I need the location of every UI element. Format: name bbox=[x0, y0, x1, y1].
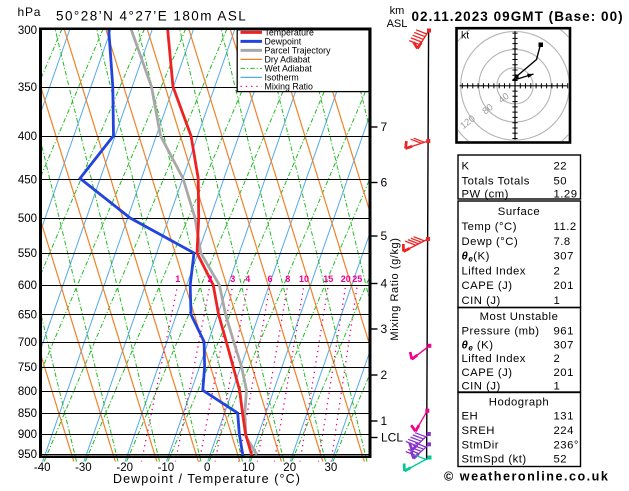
svg-text:1: 1 bbox=[381, 414, 388, 428]
svg-text:4: 4 bbox=[381, 277, 388, 291]
svg-text:50°28’N 4°27’E 180m ASL: 50°28’N 4°27’E 180m ASL bbox=[56, 9, 247, 24]
svg-text:650: 650 bbox=[18, 310, 37, 322]
svg-text:22: 22 bbox=[554, 161, 568, 173]
svg-text:1: 1 bbox=[175, 274, 180, 284]
svg-text:52: 52 bbox=[554, 453, 568, 465]
svg-text:4: 4 bbox=[245, 274, 250, 284]
svg-text:6: 6 bbox=[267, 274, 272, 284]
svg-text:θe(K): θe(K) bbox=[462, 251, 490, 264]
svg-text:2: 2 bbox=[381, 368, 388, 382]
svg-text:02.11.2023 09GMT (Base: 00): 02.11.2023 09GMT (Base: 00) bbox=[412, 9, 624, 24]
svg-text:3: 3 bbox=[230, 274, 235, 284]
svg-text:StmSpd (kt): StmSpd (kt) bbox=[462, 453, 527, 465]
svg-text:236°: 236° bbox=[554, 439, 579, 451]
svg-text:SREH: SREH bbox=[462, 425, 495, 437]
svg-text:Hodograph: Hodograph bbox=[489, 397, 549, 409]
svg-text:350: 350 bbox=[18, 82, 37, 94]
svg-text:307: 307 bbox=[554, 251, 574, 263]
svg-text:Dewp (°C): Dewp (°C) bbox=[462, 236, 519, 248]
svg-text:km: km bbox=[390, 5, 405, 17]
svg-text:CIN (J): CIN (J) bbox=[462, 295, 501, 307]
svg-text:25: 25 bbox=[352, 274, 362, 284]
svg-text:kt: kt bbox=[461, 30, 469, 42]
svg-text:2: 2 bbox=[554, 353, 561, 365]
svg-text:50: 50 bbox=[554, 175, 568, 187]
svg-text:CAPE (J): CAPE (J) bbox=[462, 280, 513, 292]
svg-text:8: 8 bbox=[285, 274, 290, 284]
svg-text:Lifted Index: Lifted Index bbox=[462, 265, 526, 277]
svg-text:700: 700 bbox=[18, 337, 37, 349]
svg-text:400: 400 bbox=[18, 131, 37, 143]
svg-text:224: 224 bbox=[554, 425, 574, 437]
svg-text:CAPE (J): CAPE (J) bbox=[462, 367, 513, 379]
svg-text:K: K bbox=[462, 161, 470, 173]
svg-text:950: 950 bbox=[18, 449, 37, 461]
svg-text:750: 750 bbox=[18, 362, 37, 374]
svg-text:201: 201 bbox=[554, 280, 574, 292]
svg-text:hPa: hPa bbox=[18, 5, 42, 19]
svg-text:6: 6 bbox=[381, 176, 388, 190]
svg-text:ASL: ASL bbox=[387, 18, 408, 30]
svg-text:30: 30 bbox=[325, 462, 338, 474]
svg-text:307: 307 bbox=[554, 339, 574, 351]
svg-text:201: 201 bbox=[554, 367, 574, 379]
svg-text:Mixing Ratio (g/kg): Mixing Ratio (g/kg) bbox=[389, 237, 401, 340]
svg-text:-40: -40 bbox=[34, 462, 51, 474]
svg-text:LCL: LCL bbox=[381, 431, 403, 445]
svg-text:2: 2 bbox=[207, 274, 212, 284]
svg-text:450: 450 bbox=[18, 174, 37, 186]
svg-text:CIN (J): CIN (J) bbox=[462, 381, 501, 393]
svg-text:Temp (°C): Temp (°C) bbox=[462, 221, 517, 233]
svg-text:1.29: 1.29 bbox=[554, 189, 578, 201]
svg-text:θe (K): θe (K) bbox=[462, 339, 494, 352]
svg-text:Totals Totals: Totals Totals bbox=[462, 175, 530, 187]
svg-text:15: 15 bbox=[323, 274, 333, 284]
svg-text:-30: -30 bbox=[75, 462, 92, 474]
svg-text:500: 500 bbox=[18, 213, 37, 225]
svg-text:Mixing Ratio: Mixing Ratio bbox=[265, 82, 314, 92]
svg-text:900: 900 bbox=[18, 429, 37, 441]
svg-text:131: 131 bbox=[554, 411, 574, 423]
svg-text:1: 1 bbox=[554, 381, 561, 393]
svg-text:961: 961 bbox=[554, 325, 574, 337]
svg-text:Pressure (mb): Pressure (mb) bbox=[462, 325, 540, 337]
svg-text:5: 5 bbox=[381, 229, 388, 243]
svg-text:2: 2 bbox=[554, 265, 561, 277]
svg-text:7: 7 bbox=[381, 120, 388, 134]
svg-text:PW (cm): PW (cm) bbox=[462, 189, 509, 201]
svg-text:20: 20 bbox=[341, 274, 351, 284]
svg-text:10: 10 bbox=[299, 274, 309, 284]
svg-text:EH: EH bbox=[462, 411, 479, 423]
svg-text:300: 300 bbox=[18, 25, 37, 37]
svg-text:StmDir: StmDir bbox=[462, 439, 500, 451]
svg-text:Most Unstable: Most Unstable bbox=[480, 311, 559, 323]
svg-text:850: 850 bbox=[18, 408, 37, 420]
svg-text:Dewpoint / Temperature (°C): Dewpoint / Temperature (°C) bbox=[113, 472, 301, 486]
svg-text:7.8: 7.8 bbox=[554, 236, 571, 248]
svg-text:3: 3 bbox=[381, 322, 388, 336]
svg-text:1: 1 bbox=[554, 295, 561, 307]
svg-text:Surface: Surface bbox=[498, 206, 540, 218]
svg-text:11.2: 11.2 bbox=[554, 221, 577, 233]
svg-text:800: 800 bbox=[18, 386, 37, 398]
svg-text:Lifted Index: Lifted Index bbox=[462, 353, 526, 365]
svg-text:550: 550 bbox=[18, 248, 37, 260]
svg-text:600: 600 bbox=[18, 280, 37, 292]
svg-text:© weatheronline.co.uk: © weatheronline.co.uk bbox=[444, 470, 609, 484]
